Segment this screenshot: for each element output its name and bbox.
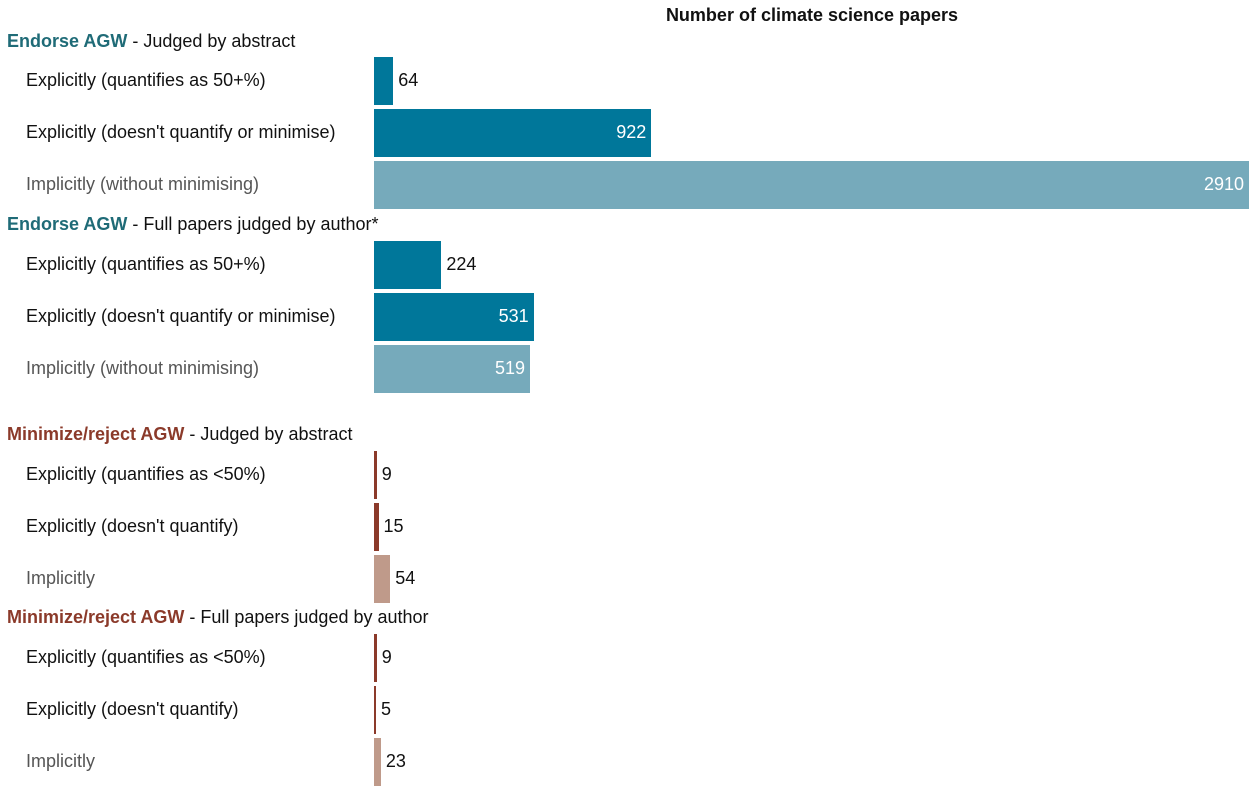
value-label: 5 (381, 699, 392, 719)
group-name: Endorse AGW (7, 31, 128, 51)
group-subtitle: - Judged by abstract (127, 31, 296, 51)
bar (374, 293, 534, 341)
row-label: Explicitly (quantifies as <50%) (26, 647, 266, 667)
bar (374, 345, 531, 393)
value-label: 519 (495, 358, 526, 378)
bar (374, 241, 442, 289)
bar (374, 686, 376, 734)
row-label: Implicitly (26, 751, 96, 771)
row-label: Explicitly (quantifies as 50+%) (26, 254, 266, 274)
bar (374, 555, 391, 603)
bar (374, 503, 379, 551)
value-label: 9 (381, 464, 392, 484)
row-label: Explicitly (doesn't quantify or minimise… (26, 122, 336, 142)
value-label: 15 (383, 516, 404, 536)
group-name: Minimize/reject AGW (7, 607, 185, 627)
bar (374, 57, 394, 105)
row-label: Explicitly (doesn't quantify) (26, 516, 239, 536)
row-label: Implicitly (26, 568, 96, 588)
value-label: 64 (398, 70, 419, 90)
row-label: Explicitly (doesn't quantify) (26, 699, 239, 719)
row-label: Implicitly (without minimising) (26, 174, 260, 194)
value-label: 2910 (1203, 174, 1244, 194)
chart-title: Number of climate science papers (665, 5, 959, 25)
group-header: Minimize/reject AGW - Judged by abstract (7, 424, 352, 445)
value-label: 531 (498, 306, 529, 326)
row-label: Explicitly (quantifies as <50%) (26, 464, 266, 484)
bar (374, 451, 377, 499)
group-subtitle: - Full papers judged by author (184, 607, 429, 627)
group-header: Endorse AGW - Full papers judged by auth… (7, 214, 379, 235)
value-label: 922 (616, 122, 647, 142)
value-label: 9 (381, 647, 392, 667)
value-label: 23 (385, 751, 406, 771)
bar (374, 161, 1249, 209)
row-label: Explicitly (quantifies as 50+%) (26, 70, 266, 90)
group-header: Minimize/reject AGW - Full papers judged… (7, 607, 429, 628)
group-header: Endorse AGW - Judged by abstract (7, 31, 295, 52)
group-name: Endorse AGW (7, 214, 128, 234)
value-label: 224 (446, 254, 477, 274)
row-label: Implicitly (without minimising) (26, 358, 260, 378)
row-label: Explicitly (doesn't quantify or minimise… (26, 306, 336, 326)
group-subtitle: - Full papers judged by author* (127, 214, 379, 234)
value-label: 54 (395, 568, 416, 588)
group-name: Minimize/reject AGW (7, 424, 185, 444)
bar (374, 634, 377, 682)
bar (374, 738, 381, 786)
group-subtitle: - Judged by abstract (184, 424, 353, 444)
bar (374, 109, 652, 157)
